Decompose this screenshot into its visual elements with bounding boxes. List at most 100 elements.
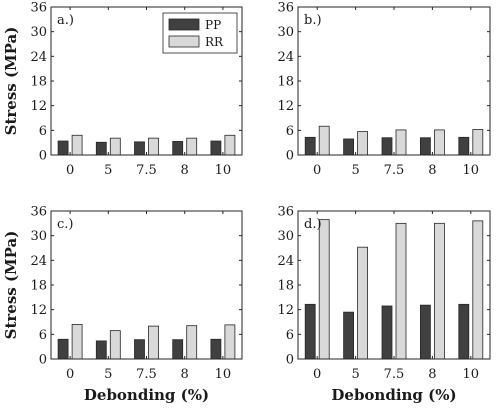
y-tick-label: 18 — [277, 75, 294, 90]
plot-border — [297, 210, 491, 360]
bar-rr — [472, 220, 484, 360]
bar-pp — [95, 141, 107, 156]
bar-rr — [395, 222, 407, 360]
y-tick-label: 6 — [286, 124, 294, 139]
y-tick-label: 18 — [277, 279, 294, 294]
y-tick-label: 6 — [39, 328, 47, 343]
x-tick-label: 0 — [313, 163, 321, 178]
bar-rr — [472, 129, 484, 156]
bar-rr — [148, 137, 159, 156]
bar-rr — [433, 222, 445, 360]
bar-rr — [224, 324, 236, 360]
bar-pp — [172, 141, 184, 156]
legend-label-rr: RR — [205, 35, 224, 49]
x-tick-label: 0 — [66, 367, 74, 382]
bar-rr — [357, 246, 369, 360]
y-tick-label: 24 — [30, 254, 47, 269]
legend-label-pp: PP — [205, 18, 221, 32]
bar-pp — [304, 136, 316, 156]
bar-pp — [419, 304, 431, 360]
x-tick-label: 0 — [313, 367, 321, 382]
y-tick-label: 12 — [30, 99, 47, 114]
x-tick-label: 8 — [181, 367, 189, 382]
y-tick-label: 6 — [39, 124, 47, 139]
bar-rr — [109, 330, 121, 360]
y-tick-label: 30 — [277, 229, 294, 244]
y-tick-label: 36 — [30, 1, 47, 16]
x-tick-label: 7.5 — [384, 163, 405, 178]
bar-rr — [186, 137, 198, 156]
y-tick-label: 0 — [286, 149, 294, 164]
bar-pp — [458, 136, 470, 156]
y-tick-label: 24 — [277, 50, 294, 65]
bar-pp — [210, 140, 222, 156]
bar-rr — [71, 134, 83, 156]
bar-pp — [95, 340, 107, 360]
bar-rr — [433, 129, 445, 156]
bar-pp — [172, 339, 184, 360]
x-tick-label: 7.5 — [384, 367, 405, 382]
x-tick-label: 10 — [463, 163, 480, 178]
bar-rr — [148, 325, 159, 360]
bar-rr — [71, 324, 83, 360]
x-tick-label: 7.5 — [136, 163, 157, 178]
y-tick-label: 36 — [30, 205, 47, 220]
bar-rr — [224, 134, 236, 156]
bar-pp — [134, 141, 145, 156]
plot-area — [297, 210, 491, 360]
bar-pp — [381, 305, 393, 360]
bar-pp — [304, 303, 316, 360]
y-axis-title: Stress (MPa) — [2, 231, 20, 340]
y-axis-title: Stress (MPa) — [2, 27, 20, 136]
y-tick-label: 18 — [30, 279, 47, 294]
x-tick-label: 10 — [215, 163, 232, 178]
bar-pp — [57, 338, 69, 360]
x-tick-label: 7.5 — [136, 367, 157, 382]
bar-pp — [343, 311, 355, 360]
legend-swatch-pp — [168, 18, 200, 31]
y-tick-label: 0 — [39, 149, 47, 164]
y-tick-label: 30 — [277, 25, 294, 40]
bar-pp — [419, 137, 431, 156]
y-tick-label: 24 — [277, 254, 294, 269]
x-tick-label: 8 — [428, 367, 436, 382]
plot-border — [50, 210, 243, 360]
y-tick-label: 0 — [286, 353, 294, 368]
bar-rr — [318, 219, 330, 360]
bar-rr — [357, 131, 369, 156]
y-tick-label: 36 — [277, 205, 294, 220]
y-tick-label: 24 — [30, 50, 47, 65]
plot-border — [297, 6, 491, 156]
x-tick-label: 5 — [351, 367, 359, 382]
bar-pp — [343, 138, 355, 156]
chart-panel-2: 0 6 12 18 24 30 36 0 5 7.5 8 10 b.) — [277, 1, 491, 178]
bar-rr — [395, 129, 407, 156]
y-tick-label: 36 — [277, 1, 294, 16]
y-tick-label: 30 — [30, 25, 47, 40]
bar-pp — [381, 137, 393, 156]
bar-rr — [109, 137, 121, 156]
x-tick-label: 10 — [215, 367, 232, 382]
panel-label: b.) — [304, 13, 322, 28]
y-tick-label: 12 — [277, 303, 294, 318]
x-tick-label: 0 — [66, 163, 74, 178]
y-tick-label: 18 — [30, 75, 47, 90]
x-tick-label: 5 — [104, 163, 112, 178]
bar-pp — [210, 338, 222, 360]
x-axis-title: Debonding (%) — [331, 386, 456, 404]
bar-pp — [57, 140, 69, 156]
bar-pp — [134, 339, 145, 360]
chart-panel-4: 0 6 12 18 24 30 36 0 5 7.5 8 10 d.) Debonding (%) — [277, 205, 491, 404]
x-tick-label: 10 — [463, 367, 480, 382]
x-tick-label: 8 — [181, 163, 189, 178]
y-tick-label: 30 — [30, 229, 47, 244]
x-tick-label: 8 — [428, 163, 436, 178]
plot-border — [50, 6, 243, 156]
y-tick-label: 6 — [286, 328, 294, 343]
panel-label: c.) — [57, 217, 74, 232]
y-tick-label: 12 — [30, 303, 47, 318]
y-tick-label: 0 — [39, 353, 47, 368]
x-axis-title: Debonding (%) — [84, 386, 209, 404]
bar-pp — [458, 303, 470, 360]
